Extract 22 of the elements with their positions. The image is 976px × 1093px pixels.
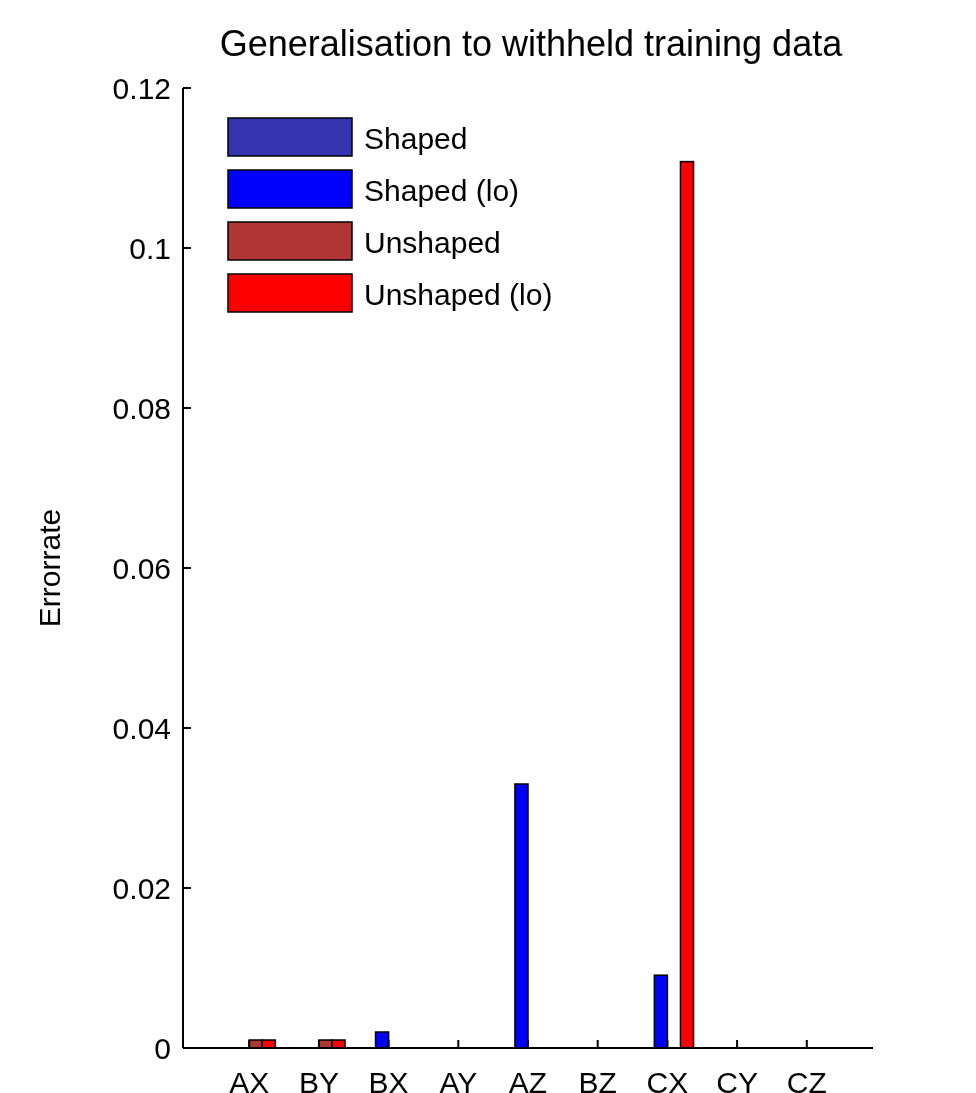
y-tick-label: 0.1 xyxy=(129,232,171,265)
y-axis-title: Errorrate xyxy=(33,508,66,628)
legend-label: Shaped xyxy=(364,122,468,155)
y-tick-label: 0.08 xyxy=(112,392,171,425)
y-tick-label: 0.04 xyxy=(112,712,171,745)
x-tick-label: AZ xyxy=(508,1066,548,1093)
chart-title: Generalisation to withheld training data xyxy=(219,23,844,64)
x-tick-label: BY xyxy=(298,1066,339,1093)
x-tick-label: CY xyxy=(716,1066,758,1093)
x-tick-label: BZ xyxy=(578,1066,617,1093)
y-tick-label: 0.06 xyxy=(112,552,171,585)
y-tick-label: 0.02 xyxy=(112,872,171,905)
x-tick-label: CX xyxy=(646,1066,689,1093)
x-tick-label: BX xyxy=(368,1066,409,1093)
y-tick-label: 0.12 xyxy=(112,72,171,105)
legend-label: Unshaped (lo) xyxy=(364,278,553,311)
x-tick-label: CZ xyxy=(786,1066,827,1093)
x-tick-label: AY xyxy=(439,1066,478,1093)
legend-label: Unshaped xyxy=(364,226,501,259)
x-tick-label: AX xyxy=(229,1066,270,1093)
y-tick-label: 0 xyxy=(154,1032,171,1065)
legend-label: Shaped (lo) xyxy=(364,174,520,207)
